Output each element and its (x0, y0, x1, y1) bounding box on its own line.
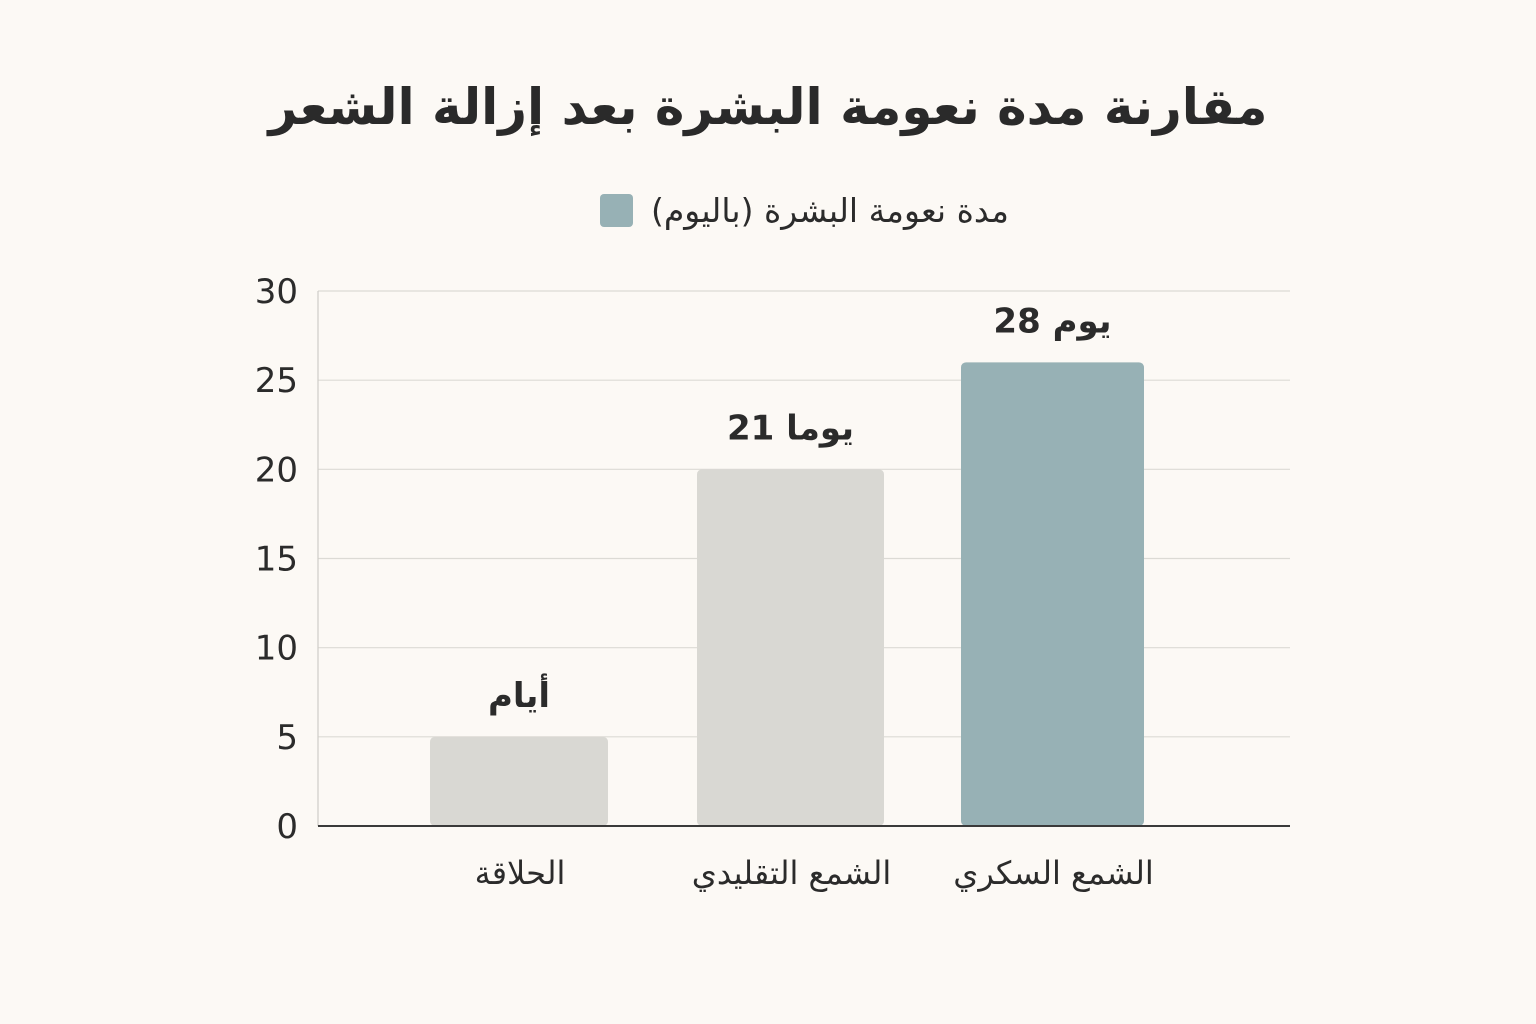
chart-title: مقارنة مدة نعومة البشرة بعد إزالة الشعر (268, 78, 1268, 136)
y-tick-label: 10 (255, 629, 298, 669)
legend-label: مدة نعومة البشرة (باليوم) (651, 190, 1009, 230)
bar (430, 736, 608, 826)
y-tick-label: 5 (276, 718, 298, 758)
y-tick-label: 0 (276, 807, 298, 847)
category-label: الشمع التقليدي (692, 854, 891, 892)
legend: مدة نعومة البشرة (باليوم) (600, 190, 1009, 230)
bar (961, 362, 1144, 826)
y-tick-label: 25 (255, 361, 298, 401)
y-tick-label: 30 (255, 272, 298, 312)
legend-swatch (600, 193, 633, 227)
category-label: الحلاقة (475, 854, 566, 892)
data-label: يوم 28 (993, 301, 1111, 341)
y-tick-label: 20 (255, 450, 298, 490)
y-tick-label: 15 (255, 540, 298, 580)
bar (697, 469, 884, 826)
data-label: أيام (488, 673, 550, 716)
data-label: يوما 21 (727, 408, 854, 448)
category-label: الشمع السكري (953, 854, 1153, 892)
